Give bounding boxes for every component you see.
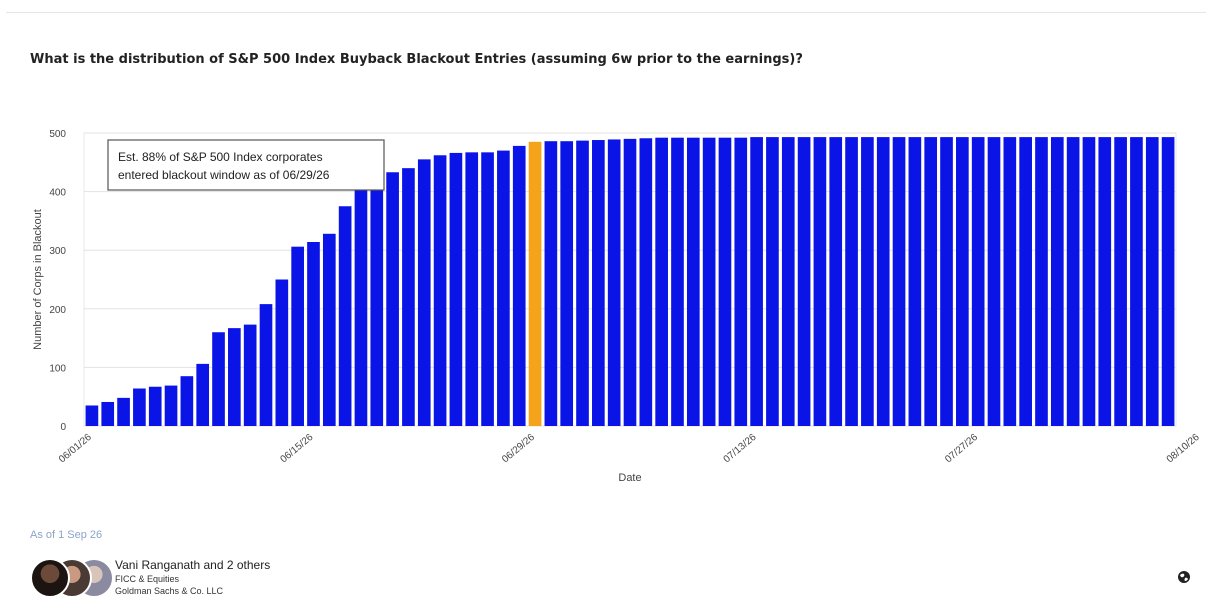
bar — [1130, 137, 1143, 426]
bar — [1050, 137, 1064, 426]
bar — [576, 140, 589, 426]
y-tick-label: 100 — [49, 363, 66, 374]
bar — [686, 137, 700, 426]
bar — [512, 145, 526, 426]
bar — [101, 401, 115, 426]
bar — [607, 139, 621, 426]
page-title: What is the distribution of S&P 500 Inde… — [30, 52, 803, 67]
x-tick-label: 07/27/26 — [943, 432, 980, 466]
bar — [307, 242, 320, 426]
bar — [1019, 137, 1032, 426]
bar — [497, 150, 510, 426]
bar — [845, 137, 858, 426]
y-tick-label: 0 — [60, 422, 66, 433]
bar — [481, 152, 494, 426]
x-axis-title: Date — [618, 472, 641, 484]
bar — [370, 171, 384, 426]
author-block: Vani Ranganath and 2 others FICC & Equit… — [115, 558, 270, 596]
y-tick-label: 200 — [49, 305, 66, 316]
bar — [85, 405, 99, 426]
bar — [940, 137, 953, 426]
y-tick-label: 500 — [49, 129, 66, 140]
globe-icon[interactable] — [1177, 570, 1191, 584]
bar — [1035, 137, 1048, 426]
buyback-blackout-chart: 0 100 200 300 400 500 06/01/26 06/15/26 06/29/26… — [32, 129, 1202, 484]
bar — [196, 363, 210, 426]
bar — [544, 141, 558, 426]
bar — [924, 137, 938, 426]
author-company: Goldman Sachs & Co. LLC — [115, 586, 224, 596]
bar — [1066, 137, 1080, 426]
bar-highlight — [528, 141, 542, 427]
bar — [291, 246, 304, 426]
y-axis-title: Number of Corps in Blackout — [32, 209, 44, 350]
bar — [243, 324, 257, 426]
bar — [750, 137, 763, 426]
bar — [433, 155, 447, 426]
bar — [956, 137, 969, 426]
bar — [148, 386, 162, 426]
bar — [892, 137, 906, 426]
bar — [1098, 137, 1112, 426]
author-line[interactable]: Vani Ranganath and 2 others — [115, 558, 271, 572]
bar — [623, 138, 637, 427]
annotation-text: entered blackout window as of 06/29/26 — [118, 168, 330, 182]
bar — [987, 137, 1001, 426]
bar — [133, 388, 146, 426]
x-tick-label: 06/01/26 — [57, 432, 94, 466]
bar — [465, 152, 479, 426]
bar — [402, 168, 415, 426]
bar — [766, 137, 779, 426]
bar — [908, 137, 922, 426]
bar — [1145, 137, 1159, 426]
bar — [655, 137, 668, 426]
y-tick-label: 400 — [49, 188, 66, 199]
chart-card — [6, 12, 1206, 611]
annotation-text: Est. 88% of S&P 500 Index corporates — [118, 150, 323, 164]
bar — [449, 152, 463, 427]
x-tick-label: 06/15/26 — [279, 432, 316, 466]
bar — [734, 137, 748, 426]
bar — [322, 233, 336, 426]
bar — [718, 137, 732, 426]
bar — [164, 385, 178, 426]
bar — [180, 376, 194, 426]
bar — [386, 172, 399, 426]
x-tick-label: 06/29/26 — [500, 432, 537, 466]
author-avatars[interactable] — [30, 558, 114, 598]
as-of-date: As of 1 Sep 26 — [30, 529, 103, 541]
x-tick-label: 08/10/26 — [1165, 432, 1202, 466]
author-dept: FICC & Equities — [115, 574, 180, 584]
bar — [797, 137, 811, 426]
bar — [275, 279, 289, 426]
bar — [117, 397, 130, 426]
bar — [228, 328, 241, 426]
bar — [354, 172, 368, 426]
annotation-box — [107, 139, 385, 191]
bar — [671, 137, 684, 426]
bar — [259, 304, 273, 426]
bar — [560, 141, 574, 426]
bar — [1114, 137, 1127, 426]
bar — [876, 137, 890, 426]
x-tick-label: 07/13/26 — [722, 432, 759, 466]
bar — [338, 206, 352, 426]
bar — [702, 137, 716, 426]
bar — [212, 332, 225, 426]
bar — [1003, 137, 1017, 426]
bar — [829, 137, 843, 426]
y-tick-label: 300 — [49, 246, 66, 257]
bar — [781, 137, 795, 426]
bar — [813, 137, 827, 426]
bar — [1161, 137, 1175, 426]
bar — [592, 140, 605, 426]
bar — [861, 137, 874, 426]
bar — [417, 159, 431, 426]
bar — [1082, 137, 1096, 426]
bar — [639, 138, 653, 426]
avatar — [30, 558, 70, 598]
bar — [971, 137, 985, 426]
